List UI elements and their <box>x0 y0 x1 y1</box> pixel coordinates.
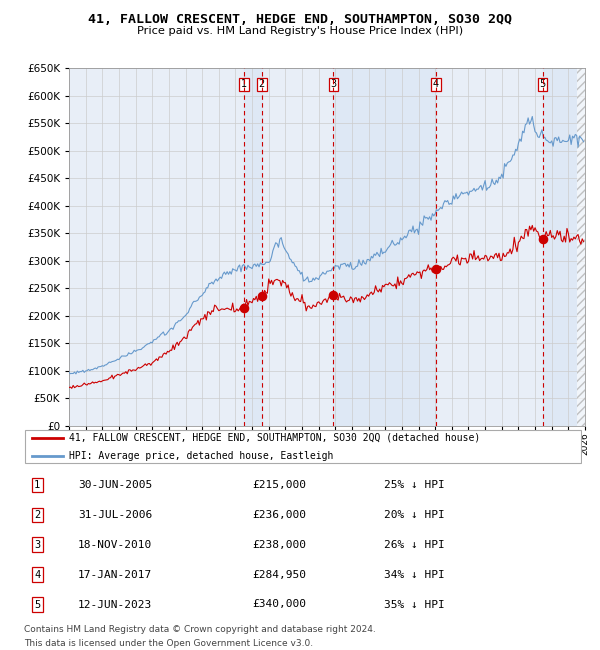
Text: £215,000: £215,000 <box>252 480 306 490</box>
Text: 1: 1 <box>34 480 40 490</box>
Text: 1: 1 <box>241 79 247 89</box>
Text: Price paid vs. HM Land Registry's House Price Index (HPI): Price paid vs. HM Land Registry's House … <box>137 26 463 36</box>
Bar <box>577 68 585 426</box>
Text: 17-JAN-2017: 17-JAN-2017 <box>78 569 152 580</box>
Text: HPI: Average price, detached house, Eastleigh: HPI: Average price, detached house, East… <box>68 451 333 461</box>
Text: 2: 2 <box>34 510 40 520</box>
Point <box>239 302 248 313</box>
Text: 34% ↓ HPI: 34% ↓ HPI <box>384 569 445 580</box>
Text: £236,000: £236,000 <box>252 510 306 520</box>
Text: 20% ↓ HPI: 20% ↓ HPI <box>384 510 445 520</box>
Text: 3: 3 <box>34 540 40 550</box>
Text: 26% ↓ HPI: 26% ↓ HPI <box>384 540 445 550</box>
Point <box>538 233 547 244</box>
Text: 18-NOV-2010: 18-NOV-2010 <box>78 540 152 550</box>
Text: 3: 3 <box>330 79 337 89</box>
Bar <box>334 68 436 426</box>
Text: 41, FALLOW CRESCENT, HEDGE END, SOUTHAMPTON, SO30 2QQ (detached house): 41, FALLOW CRESCENT, HEDGE END, SOUTHAMP… <box>68 433 480 443</box>
Text: 5: 5 <box>34 599 40 610</box>
Text: 2: 2 <box>259 79 265 89</box>
Text: 31-JUL-2006: 31-JUL-2006 <box>78 510 152 520</box>
Point <box>329 290 338 300</box>
Text: 30-JUN-2005: 30-JUN-2005 <box>78 480 152 490</box>
Text: 41, FALLOW CRESCENT, HEDGE END, SOUTHAMPTON, SO30 2QQ: 41, FALLOW CRESCENT, HEDGE END, SOUTHAMP… <box>88 13 512 26</box>
Text: £340,000: £340,000 <box>252 599 306 610</box>
Point <box>431 264 441 274</box>
Bar <box>577 68 585 426</box>
Bar <box>542 68 585 426</box>
Point <box>257 291 266 301</box>
FancyBboxPatch shape <box>25 430 581 463</box>
Text: £284,950: £284,950 <box>252 569 306 580</box>
Text: 4: 4 <box>433 79 439 89</box>
Bar <box>244 68 262 426</box>
Text: £238,000: £238,000 <box>252 540 306 550</box>
Text: 4: 4 <box>34 569 40 580</box>
Text: Contains HM Land Registry data © Crown copyright and database right 2024.: Contains HM Land Registry data © Crown c… <box>24 625 376 634</box>
Text: 12-JUN-2023: 12-JUN-2023 <box>78 599 152 610</box>
Text: 25% ↓ HPI: 25% ↓ HPI <box>384 480 445 490</box>
Text: 35% ↓ HPI: 35% ↓ HPI <box>384 599 445 610</box>
Text: 5: 5 <box>539 79 545 89</box>
Text: This data is licensed under the Open Government Licence v3.0.: This data is licensed under the Open Gov… <box>24 639 313 648</box>
